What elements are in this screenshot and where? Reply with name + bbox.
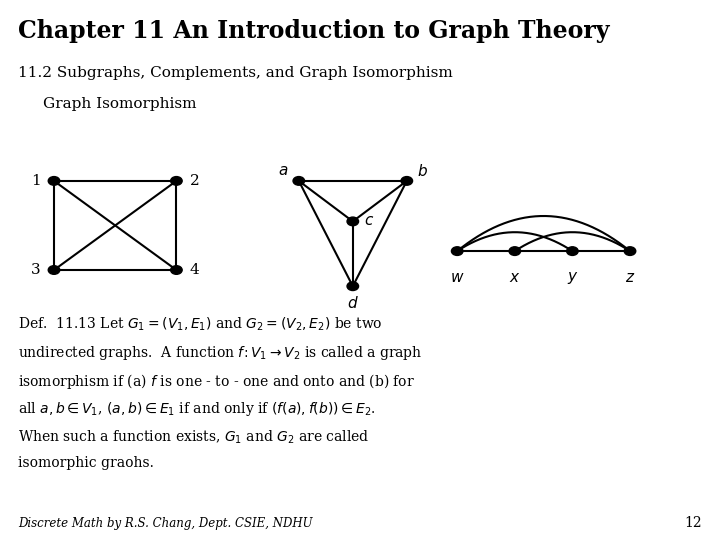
Text: all $a, b \in V_1$, $(a, b) \in E_1$ if and only if $(f(a), f(b)) \in E_2$.: all $a, b \in V_1$, $(a, b) \in E_1$ if … [18,400,376,418]
Text: 2: 2 [189,174,199,188]
Circle shape [293,177,305,185]
Text: $x$: $x$ [509,271,521,285]
Text: 12: 12 [685,516,702,530]
Text: $a$: $a$ [278,164,288,178]
Circle shape [567,247,578,255]
Circle shape [48,266,60,274]
Circle shape [171,177,182,185]
Circle shape [624,247,636,255]
Circle shape [171,266,182,274]
Text: Discrete Math by R.S. Chang, Dept. CSIE, NDHU: Discrete Math by R.S. Chang, Dept. CSIE,… [18,517,312,530]
Text: Chapter 11 An Introduction to Graph Theory: Chapter 11 An Introduction to Graph Theo… [18,19,610,43]
Circle shape [347,217,359,226]
Circle shape [451,247,463,255]
Text: When such a function exists, $G_1$ and $G_2$ are called: When such a function exists, $G_1$ and $… [18,428,369,446]
Circle shape [48,177,60,185]
Circle shape [347,282,359,291]
Text: 3: 3 [31,263,41,277]
Text: $w$: $w$ [450,271,464,285]
Circle shape [509,247,521,255]
Text: $b$: $b$ [417,163,428,179]
Text: 4: 4 [189,263,199,277]
Text: undirected graphs.  A function $f\!:V_1 \rightarrow V_2$ is called a graph: undirected graphs. A function $f\!:V_1 \… [18,344,423,362]
Text: 1: 1 [31,174,41,188]
Text: 11.2 Subgraphs, Complements, and Graph Isomorphism: 11.2 Subgraphs, Complements, and Graph I… [18,66,453,80]
Text: isomorphism if (a) $f$ is one - to - one and onto and (b) for: isomorphism if (a) $f$ is one - to - one… [18,372,415,391]
Text: $c$: $c$ [364,214,374,228]
Text: $d$: $d$ [347,295,359,312]
Text: $y$: $y$ [567,270,578,286]
Text: Def.  11.13 Let $G_1 = (V_1, E_1)$ and $G_2 = (V_2, E_2)$ be two: Def. 11.13 Let $G_1 = (V_1, E_1)$ and $G… [18,316,382,333]
Text: $z$: $z$ [625,271,635,285]
Circle shape [401,177,413,185]
Text: Graph Isomorphism: Graph Isomorphism [43,97,197,111]
Text: isomorphic graohs.: isomorphic graohs. [18,456,154,470]
